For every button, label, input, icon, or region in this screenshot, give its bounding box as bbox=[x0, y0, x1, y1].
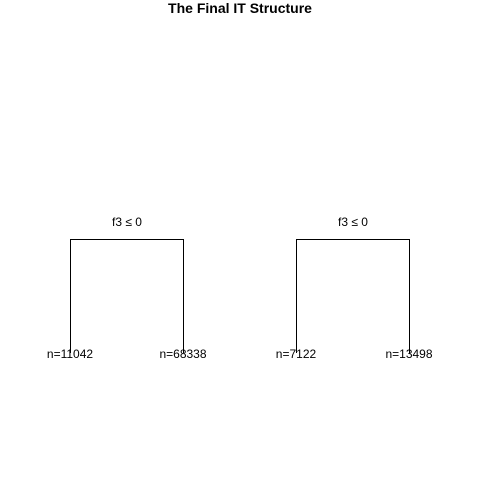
tree-2-leaf-left: n=7122 bbox=[276, 347, 317, 361]
tree-1-branch bbox=[70, 239, 184, 353]
tree-1-leaf-right: n=68338 bbox=[159, 347, 206, 361]
tree-2-split-label: f3 ≤ 0 bbox=[338, 215, 368, 229]
tree-2-leaf-right: n=13498 bbox=[385, 347, 432, 361]
diagram-title: The Final IT Structure bbox=[168, 0, 312, 16]
tree-1-split-label: f3 ≤ 0 bbox=[112, 215, 142, 229]
tree-1: f3 ≤ 0 n=11042 n=68338 bbox=[47, 215, 207, 361]
tree-1-leaf-left: n=11042 bbox=[47, 347, 93, 361]
tree-2: f3 ≤ 0 n=7122 n=13498 bbox=[276, 215, 433, 361]
tree-2-branch bbox=[296, 239, 410, 353]
